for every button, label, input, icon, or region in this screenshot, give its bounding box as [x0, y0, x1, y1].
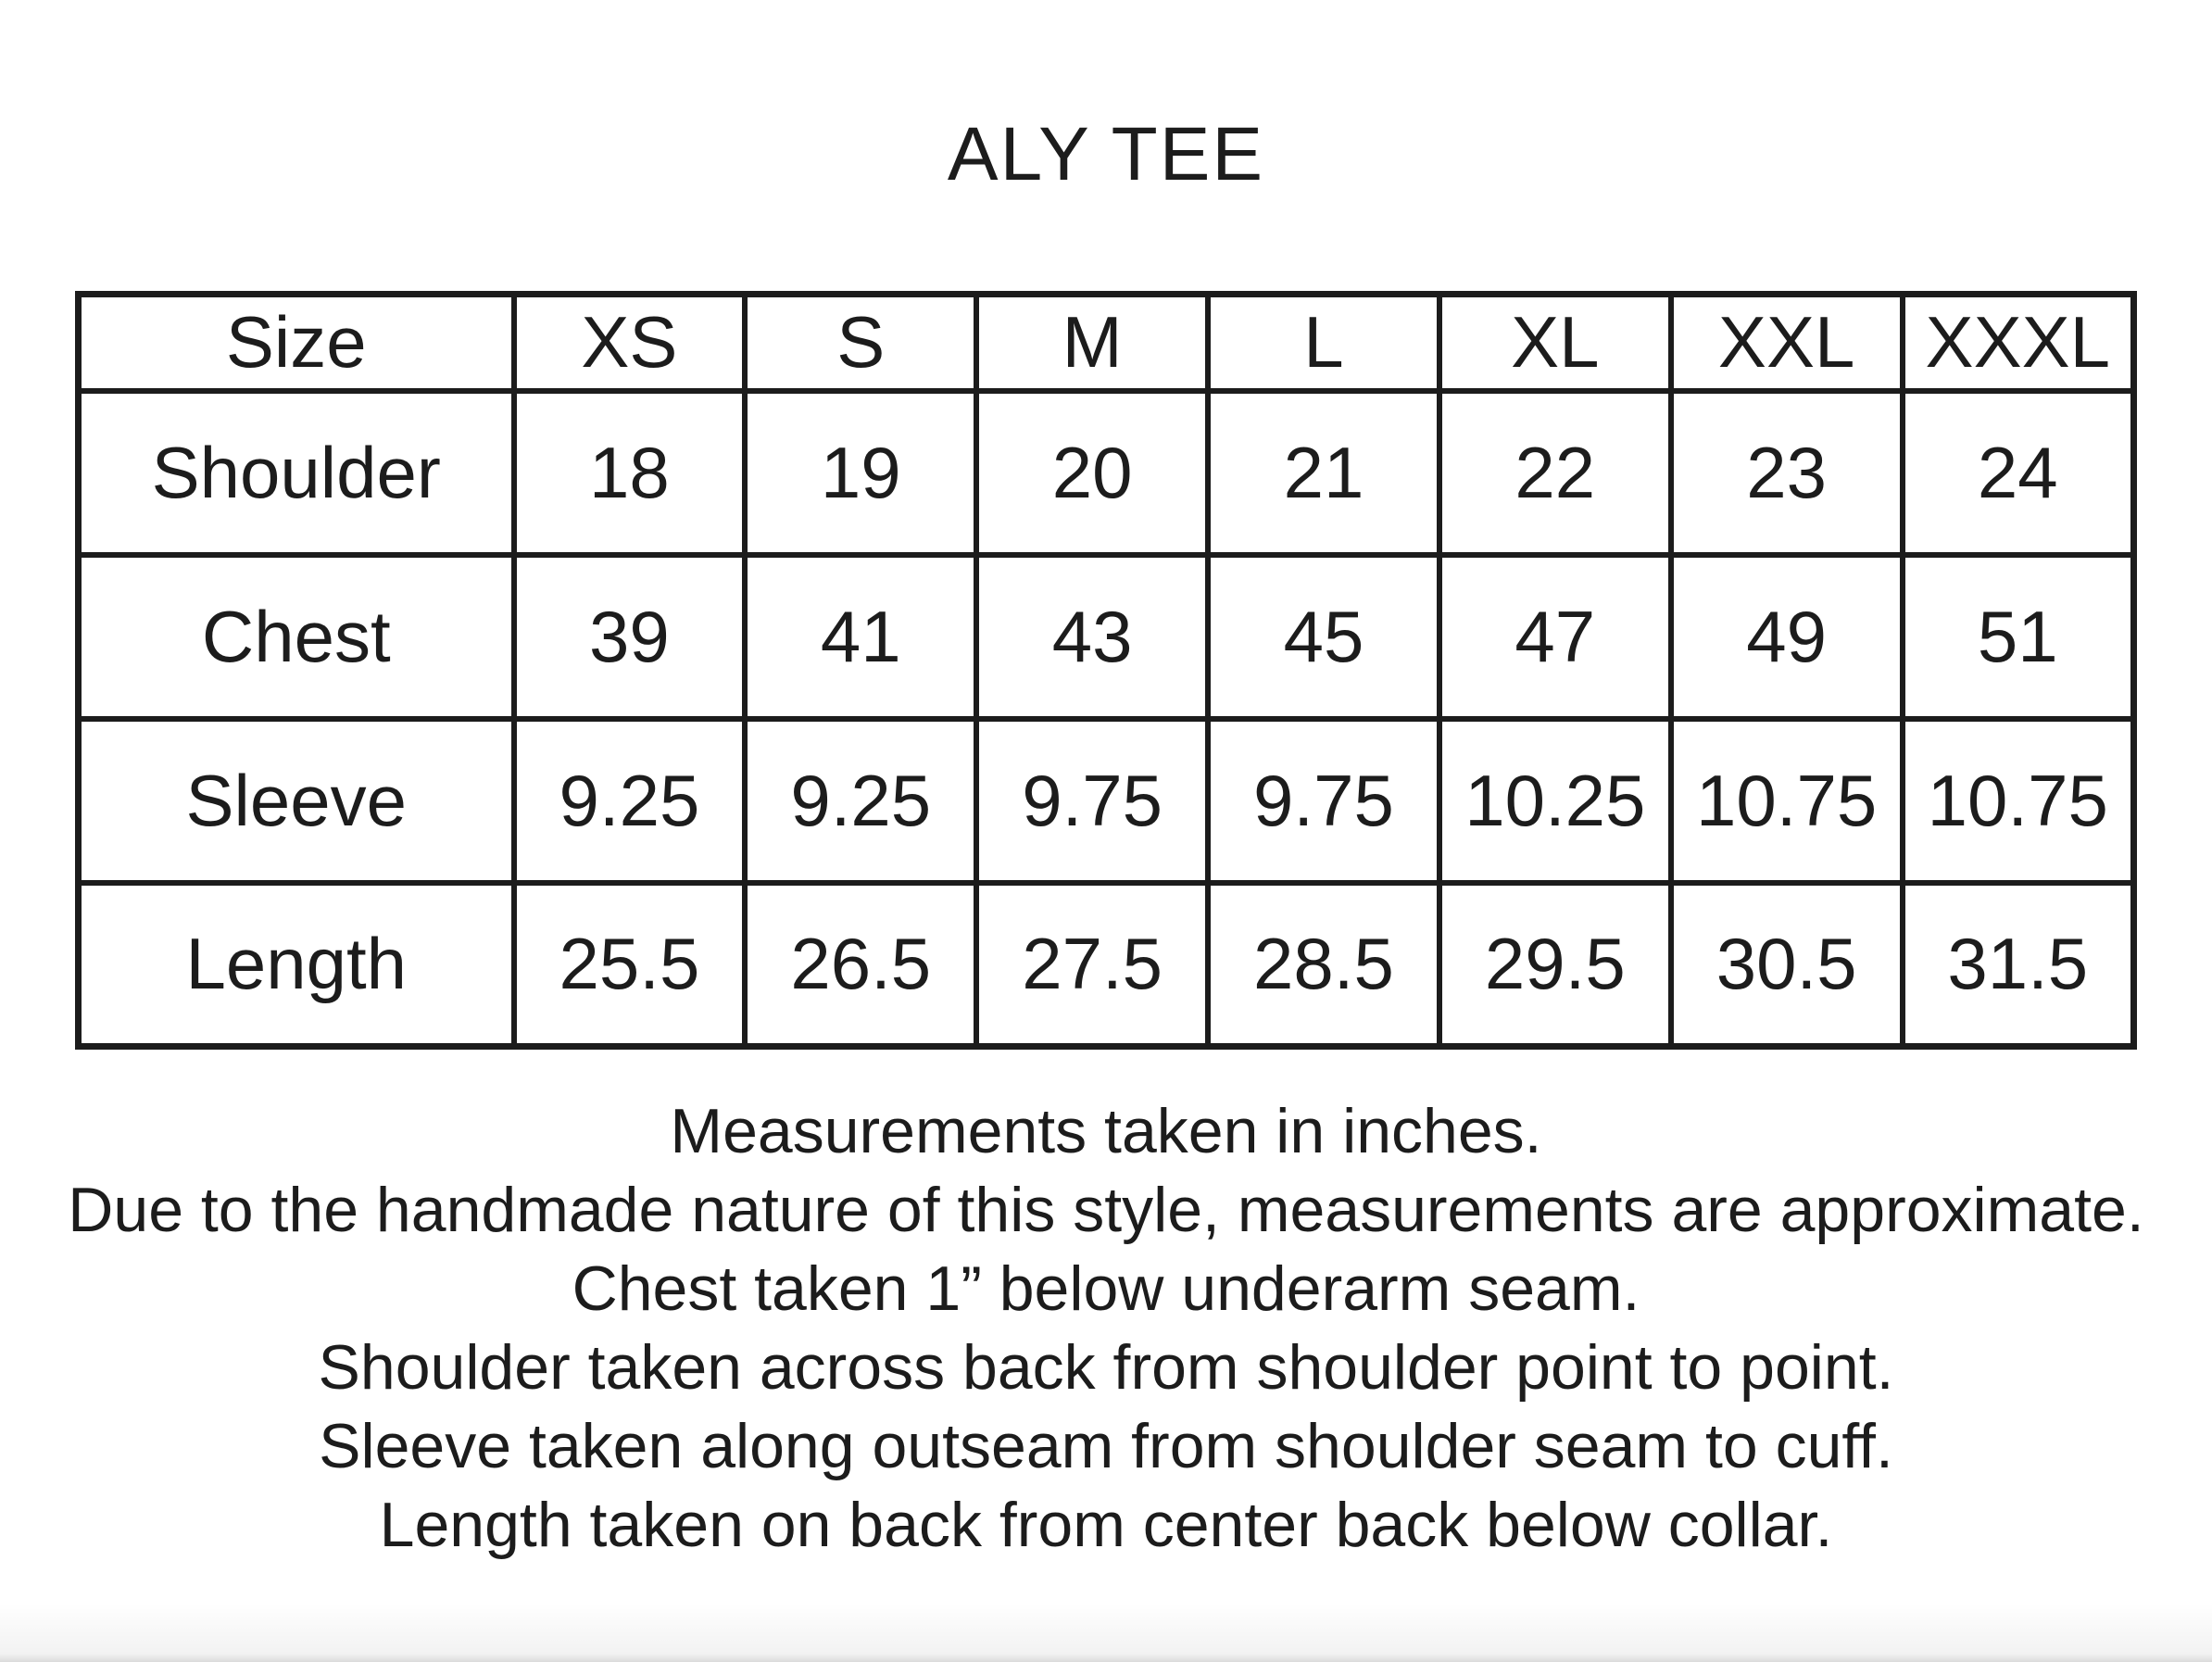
measurement-cell: 24: [1899, 387, 2137, 558]
column-header-xxxl: XXXL: [1899, 291, 2137, 394]
measurement-cell: 49: [1667, 551, 1905, 722]
measurement-cell: 26.5: [742, 879, 980, 1050]
row-label-shoulder: Shoulder: [75, 387, 517, 558]
measurement-cell: 22: [1436, 387, 1674, 558]
row-label-sleeve: Sleeve: [75, 715, 517, 886]
measurement-cell: 27.5: [974, 879, 1212, 1050]
row-label-length: Length: [75, 879, 517, 1050]
note-line-length: Length taken on back from center back be…: [379, 1490, 1833, 1560]
column-header-s: S: [742, 291, 980, 394]
measurement-cell: 9.25: [510, 715, 748, 886]
row-label-chest: Chest: [75, 551, 517, 722]
column-header-size: Size: [75, 291, 517, 394]
measurement-notes: Measurements taken in inches. Due to the…: [0, 1092, 2212, 1565]
page-title: ALY TEE: [947, 112, 1265, 196]
measurement-cell: 9.25: [742, 715, 980, 886]
table-row-length: Length 25.5 26.5 27.5 28.5 29.5 30.5 31.…: [75, 879, 2137, 1050]
note-line-chest: Chest taken 1” below underarm seam.: [572, 1253, 1640, 1324]
measurement-cell: 10.25: [1436, 715, 1674, 886]
measurement-cell: 39: [510, 551, 748, 722]
measurement-cell: 45: [1205, 551, 1442, 722]
measurement-cell: 10.75: [1667, 715, 1905, 886]
column-header-xxl: XXL: [1667, 291, 1905, 394]
table-row-sleeve: Sleeve 9.25 9.25 9.75 9.75 10.25 10.75 1…: [75, 715, 2137, 886]
measurement-cell: 41: [742, 551, 980, 722]
measurement-cell: 28.5: [1205, 879, 1442, 1050]
measurement-cell: 31.5: [1899, 879, 2137, 1050]
measurement-cell: 47: [1436, 551, 1674, 722]
table-row-chest: Chest 39 41 43 45 47 49 51: [75, 551, 2137, 722]
measurement-cell: 30.5: [1667, 879, 1905, 1050]
bottom-edge-shadow: [0, 1603, 2212, 1662]
measurement-cell: 18: [510, 387, 748, 558]
measurement-cell: 29.5: [1436, 879, 1674, 1050]
column-header-xs: XS: [510, 291, 748, 394]
measurement-cell: 43: [974, 551, 1212, 722]
measurement-cell: 19: [742, 387, 980, 558]
measurement-cell: 9.75: [1205, 715, 1442, 886]
column-header-l: L: [1205, 291, 1442, 394]
table-row-shoulder: Shoulder 18 19 20 21 22 23 24: [75, 387, 2137, 558]
measurement-cell: 21: [1205, 387, 1442, 558]
column-header-m: M: [974, 291, 1212, 394]
measurement-cell: 25.5: [510, 879, 748, 1050]
column-header-xl: XL: [1436, 291, 1674, 394]
measurement-cell: 10.75: [1899, 715, 2137, 886]
note-line-handmade: Due to the handmade nature of this style…: [68, 1175, 2144, 1245]
note-line-sleeve: Sleeve taken along outseam from shoulder…: [319, 1411, 1893, 1481]
note-line-shoulder: Shoulder taken across back from shoulder…: [318, 1332, 1894, 1403]
measurement-cell: 9.75: [974, 715, 1212, 886]
note-line-units: Measurements taken in inches.: [670, 1096, 1542, 1166]
header-row: Size XS S M L XL XXL XXXL: [75, 291, 2137, 394]
measurement-cell: 51: [1899, 551, 2137, 722]
measurement-cell: 23: [1667, 387, 1905, 558]
size-chart-table: Size XS S M L XL XXL XXXL Shoulder 18 19…: [75, 291, 2137, 1050]
measurement-cell: 20: [974, 387, 1212, 558]
